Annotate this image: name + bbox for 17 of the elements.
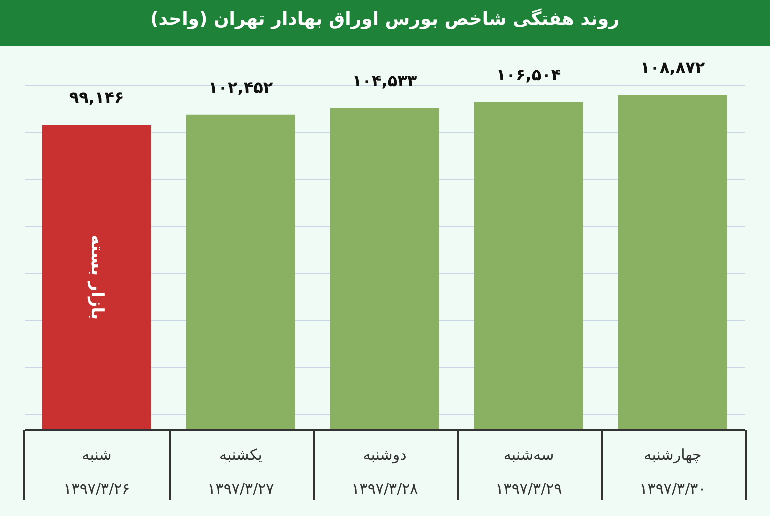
data-label: ۱۰۴,۵۳۳ xyxy=(352,72,418,91)
bar xyxy=(330,108,440,430)
bar xyxy=(618,95,728,430)
x-tick-label: شنبه ۱۳۹۷/۳/۲۶ xyxy=(64,446,130,498)
x-tick-label: دوشنبه ۱۳۹۷/۳/۲۸ xyxy=(352,446,418,498)
x-tick-label: سه‌شنبه ۱۳۹۷/۳/۲۹ xyxy=(496,446,562,498)
x-tick-label: یکشنبه ۱۳۹۷/۳/۲۷ xyxy=(208,446,274,498)
bar xyxy=(474,102,584,430)
annotation: بازار بسته xyxy=(87,235,108,320)
data-label: ۱۰۸,۸۷۲ xyxy=(640,58,706,78)
data-label: ۹۹,۱۴۶ xyxy=(69,88,124,108)
bar xyxy=(42,125,152,430)
bar xyxy=(186,114,296,430)
data-label: ۱۰۶,۵۰۴ xyxy=(496,65,562,84)
data-label: ۱۰۲,۴۵۲ xyxy=(208,78,274,97)
chart-title: روند هفتگی شاخص بورس اوراق بهادار تهران (واحد) xyxy=(0,0,770,46)
x-tick-label: چهارشنبه ۱۳۹۷/۳/۳۰ xyxy=(640,446,706,498)
